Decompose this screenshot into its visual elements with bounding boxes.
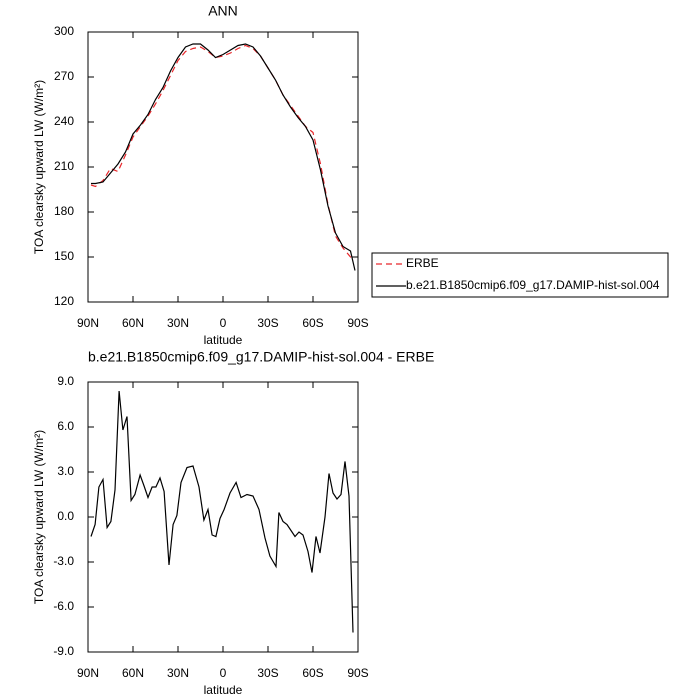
y-tick-label: -3.0 bbox=[53, 554, 74, 568]
y-tick-label: -6.0 bbox=[53, 599, 74, 613]
x-tick-label: 30S bbox=[257, 666, 278, 680]
data-line bbox=[90, 390, 354, 633]
y-tick-label: 180 bbox=[54, 204, 74, 218]
chart-title: ANN bbox=[208, 3, 238, 19]
y-tick-label: 240 bbox=[54, 114, 74, 128]
plot-frame bbox=[87, 381, 359, 653]
x-tick-label: 30N bbox=[167, 666, 189, 680]
chart-title: b.e21.B1850cmip6.f09_g17.DAMIP-hist-sol.… bbox=[88, 349, 434, 365]
legend-label: b.e21.B1850cmip6.f09_g17.DAMIP-hist-sol.… bbox=[406, 278, 660, 292]
y-axis-label: TOA clearsky upward LW (W/m²) bbox=[32, 430, 46, 604]
x-tick-label: 60N bbox=[122, 666, 144, 680]
y-axis-label: TOA clearsky upward LW (W/m²) bbox=[32, 80, 46, 254]
y-tick-label: 270 bbox=[54, 69, 74, 83]
x-tick-label: 30S bbox=[257, 316, 278, 330]
data-line bbox=[91, 43, 356, 271]
y-tick-label: 3.0 bbox=[57, 464, 74, 478]
x-tick-label: 90S bbox=[347, 666, 368, 680]
x-tick-label: 60S bbox=[302, 316, 323, 330]
legend-box bbox=[371, 252, 669, 298]
x-tick-label: 60N bbox=[122, 316, 144, 330]
y-tick-label: 120 bbox=[54, 294, 74, 308]
y-tick-label: -9.0 bbox=[53, 644, 74, 658]
x-tick-label: 30N bbox=[167, 316, 189, 330]
y-tick-label: 150 bbox=[54, 249, 74, 263]
y-tick-label: 300 bbox=[54, 24, 74, 38]
x-axis-label: latitude bbox=[204, 683, 243, 697]
y-tick-label: 0.0 bbox=[57, 509, 74, 523]
x-tick-label: 0 bbox=[220, 316, 227, 330]
y-tick-label: 9.0 bbox=[57, 374, 74, 388]
plot-frame bbox=[87, 31, 359, 303]
legend-label: ERBE bbox=[406, 256, 439, 270]
y-tick-label: 6.0 bbox=[57, 419, 74, 433]
x-tick-label: 90N bbox=[77, 666, 99, 680]
x-tick-label: 90N bbox=[77, 316, 99, 330]
x-tick-label: 90S bbox=[347, 316, 368, 330]
y-tick-label: 210 bbox=[54, 159, 74, 173]
x-axis-label: latitude bbox=[204, 333, 243, 347]
x-tick-label: 60S bbox=[302, 666, 323, 680]
data-line bbox=[90, 44, 356, 260]
x-tick-label: 0 bbox=[220, 666, 227, 680]
